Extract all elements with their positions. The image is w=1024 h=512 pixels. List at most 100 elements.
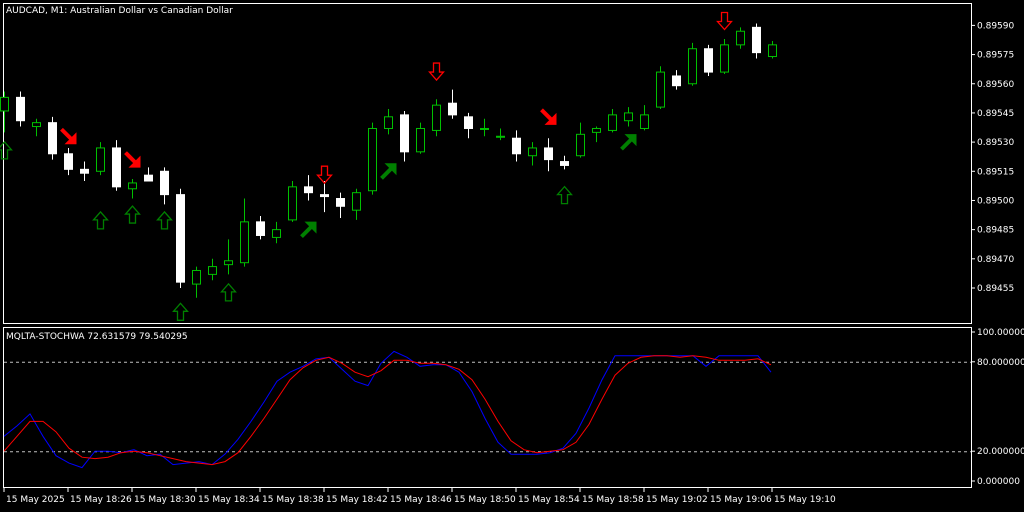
bull-candle[interactable] xyxy=(576,122,585,158)
bull-candle[interactable] xyxy=(592,126,601,143)
price-tick-label: 0.89590 xyxy=(977,21,1014,31)
bull-candle[interactable] xyxy=(368,122,377,195)
candle-body xyxy=(352,192,361,211)
buy-arrow-icon xyxy=(300,221,317,239)
bear-candle[interactable] xyxy=(672,70,681,90)
signal-arrows-layer xyxy=(0,11,733,321)
buy-arrow-icon xyxy=(156,210,173,230)
indicator-title: MQLTA-STOCHWA 72.631579 79.540295 xyxy=(6,332,188,342)
candle-body xyxy=(304,186,313,194)
time-tick-label: 15 May 19:10 xyxy=(774,495,836,505)
bear-candle[interactable] xyxy=(144,167,153,182)
bear-candle[interactable] xyxy=(48,116,57,160)
candle-body xyxy=(64,153,73,170)
time-tick-label: 15 May 18:34 xyxy=(198,495,260,505)
indicator-tick-label: 20.000000 xyxy=(977,447,1024,457)
sell-arrow-icon xyxy=(428,62,445,82)
candle-body xyxy=(368,127,377,192)
bull-candle[interactable] xyxy=(432,99,441,137)
price-pane-frame[interactable] xyxy=(3,3,972,324)
bull-candle[interactable] xyxy=(208,258,217,281)
bull-candle[interactable] xyxy=(96,142,105,176)
bull-candle[interactable] xyxy=(640,105,649,131)
price-tick-label: 0.89455 xyxy=(977,284,1014,294)
bull-candle[interactable] xyxy=(720,39,729,75)
candle-body xyxy=(320,194,329,198)
bull-candle[interactable] xyxy=(352,188,361,220)
sell-arrow-icon xyxy=(124,151,141,168)
candles-layer[interactable] xyxy=(0,23,777,298)
time-tick-label: 15 May 18:26 xyxy=(70,495,132,505)
bull-candle[interactable] xyxy=(272,221,281,244)
bear-candle[interactable] xyxy=(464,112,473,139)
bear-candle[interactable] xyxy=(320,181,329,213)
bull-candle[interactable] xyxy=(240,198,249,267)
bull-candle[interactable] xyxy=(128,179,137,199)
price-tick-label: 0.89560 xyxy=(977,80,1014,90)
candle-body xyxy=(752,26,761,54)
bull-candle[interactable] xyxy=(528,142,537,166)
arrow-shaft xyxy=(540,108,553,122)
bear-candle[interactable] xyxy=(560,155,569,170)
bear-candle[interactable] xyxy=(448,89,457,119)
candle-body xyxy=(32,122,41,128)
bull-candle[interactable] xyxy=(608,109,617,133)
price-tick-label: 0.89485 xyxy=(977,226,1014,236)
candle-body xyxy=(224,260,233,266)
bear-candle[interactable] xyxy=(752,23,761,59)
bear-candle[interactable] xyxy=(512,130,521,162)
bear-candle[interactable] xyxy=(336,192,345,218)
price-tick-label: 0.89500 xyxy=(977,196,1014,206)
candle-body xyxy=(496,135,505,138)
bull-candle[interactable] xyxy=(32,118,41,137)
bull-candle[interactable] xyxy=(480,118,489,137)
bear-candle[interactable] xyxy=(16,91,25,127)
candle-body xyxy=(112,147,121,188)
stochastic-lines-layer xyxy=(3,350,772,469)
bull-candle[interactable] xyxy=(496,128,505,141)
bear-candle[interactable] xyxy=(160,167,169,205)
bear-candle[interactable] xyxy=(304,175,313,201)
bear-candle[interactable] xyxy=(400,110,409,162)
candle-body xyxy=(256,221,265,236)
bull-candle[interactable] xyxy=(624,107,633,127)
time-tick-label: 15 May 19:02 xyxy=(646,495,708,505)
arrow-shaft xyxy=(124,151,137,165)
candle-body xyxy=(288,186,297,221)
candle-body xyxy=(768,44,777,58)
bear-candle[interactable] xyxy=(176,188,185,288)
bear-candle[interactable] xyxy=(112,140,121,191)
candle-body xyxy=(96,147,105,172)
bull-candle[interactable] xyxy=(688,42,697,86)
bear-candle[interactable] xyxy=(64,147,73,176)
symbol-title: AUDCAD, M1: Australian Dollar vs Canadia… xyxy=(6,6,233,16)
arrow-shaft xyxy=(380,166,393,180)
candle-body xyxy=(656,71,665,108)
candle-body xyxy=(528,147,537,157)
bear-candle[interactable] xyxy=(80,161,89,182)
price-tick-label: 0.89530 xyxy=(977,138,1014,148)
bull-candle[interactable] xyxy=(192,266,201,298)
buy-arrow-icon xyxy=(556,185,573,205)
candle-body xyxy=(640,114,649,129)
candle-body xyxy=(624,112,633,122)
bear-candle[interactable] xyxy=(704,44,713,76)
candle-body xyxy=(464,116,473,129)
bull-candle[interactable] xyxy=(384,109,393,135)
bear-candle[interactable] xyxy=(544,138,553,172)
bull-candle[interactable] xyxy=(736,27,745,49)
candle-body xyxy=(480,127,489,130)
bull-candle[interactable] xyxy=(0,91,9,133)
bull-candle[interactable] xyxy=(768,40,777,59)
indicator-pane-frame[interactable] xyxy=(3,327,972,488)
bull-candle[interactable] xyxy=(288,181,297,222)
stochastic-main-line xyxy=(3,350,772,469)
bear-candle[interactable] xyxy=(256,216,265,240)
bull-candle[interactable] xyxy=(656,66,665,110)
bull-candle[interactable] xyxy=(224,239,233,275)
bull-candle[interactable] xyxy=(416,122,425,154)
candle-body xyxy=(16,96,25,122)
candle-body xyxy=(176,194,185,283)
